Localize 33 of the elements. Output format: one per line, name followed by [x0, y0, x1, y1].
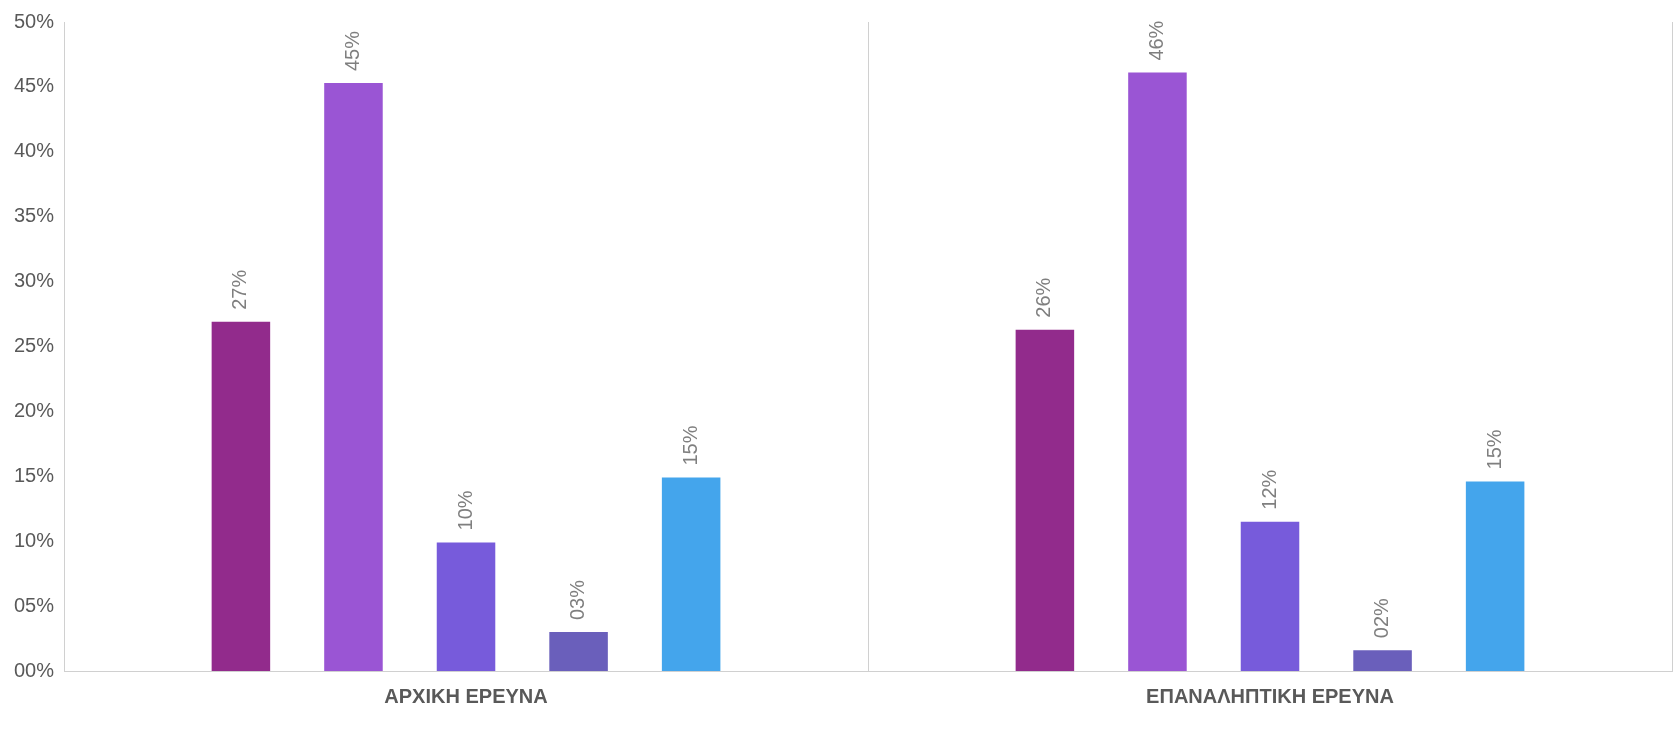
data-label: 03% [566, 579, 589, 621]
y-tick-label: 35% [14, 204, 55, 227]
bar [1128, 72, 1187, 671]
y-tick-label: 45% [14, 74, 55, 97]
y-tick-label: 10% [14, 528, 55, 551]
bar [324, 83, 383, 671]
y-tick-label: 40% [14, 139, 55, 162]
bar [211, 321, 271, 671]
data-label: 10% [453, 490, 476, 531]
data-label: 15% [1482, 429, 1505, 470]
data-label: 27% [228, 269, 251, 310]
x-tick-label: ΕΠΑΝΑΛΗΠΤΙΚΗ ΕΡΕΥΝΑ [1146, 684, 1394, 707]
y-tick-label: 50% [14, 9, 55, 32]
bar [549, 632, 608, 671]
bar [1353, 650, 1412, 671]
bar [1465, 481, 1525, 671]
data-label: 26% [1032, 277, 1055, 318]
y-tick-label: 00% [14, 658, 55, 681]
bar [661, 477, 721, 671]
data-label: 12% [1257, 469, 1280, 510]
data-label: 15% [678, 425, 701, 466]
data-label: 02% [1370, 597, 1393, 639]
y-tick-label: 25% [14, 334, 55, 357]
y-tick-label: 20% [14, 398, 55, 421]
y-tick-label: 05% [14, 593, 55, 616]
bar [436, 542, 496, 671]
data-label: 46% [1144, 20, 1167, 61]
data-label: 45% [340, 30, 363, 72]
bar [1240, 521, 1300, 671]
x-tick-label: ΑΡΧΙΚΗ ΕΡΕΥΝΑ [384, 684, 548, 707]
y-tick-label: 15% [14, 463, 55, 486]
y-tick-label: 30% [14, 269, 55, 292]
bar [1015, 329, 1075, 671]
